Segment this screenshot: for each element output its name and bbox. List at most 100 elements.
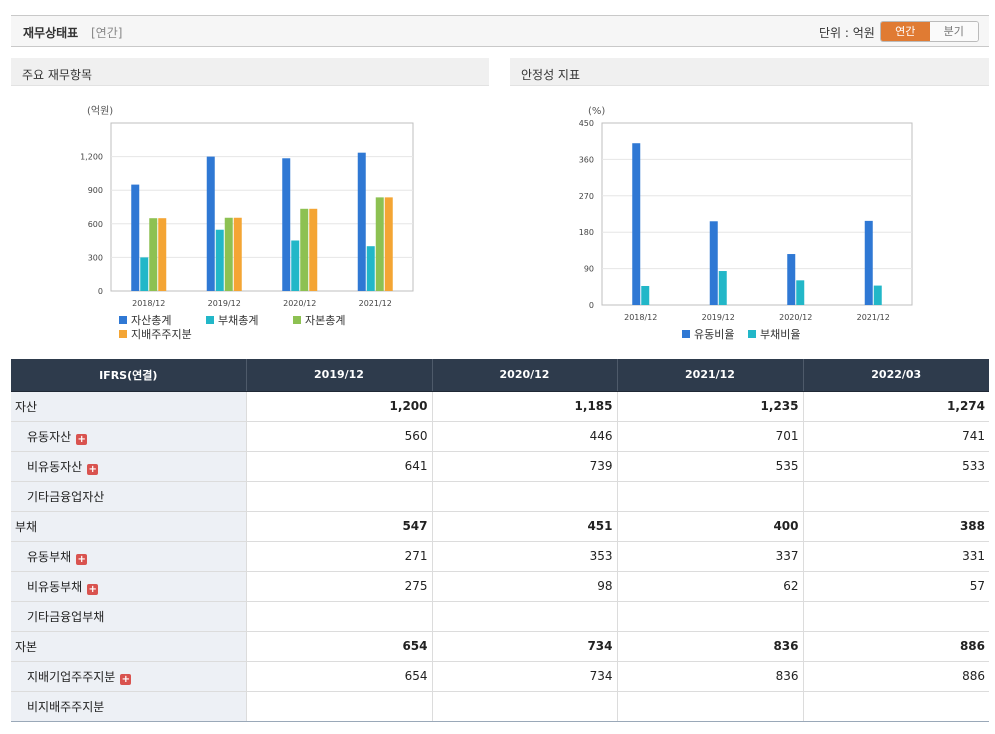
row-label-cell: 지배기업주주지분 + bbox=[11, 661, 246, 692]
bar-자산총계-2018/12 bbox=[131, 184, 140, 291]
row-label: 유동부채 bbox=[27, 549, 72, 564]
right-panel-title: 안정성 지표 bbox=[521, 68, 581, 82]
row-label: 유동자산 bbox=[27, 429, 72, 444]
row-label-cell: 비지배주주지분 bbox=[11, 691, 246, 722]
value-cell: 886 bbox=[802, 661, 989, 692]
legend-swatch bbox=[206, 316, 214, 324]
value-cell: 886 bbox=[802, 631, 989, 662]
value-cell bbox=[802, 601, 989, 632]
y-tick-label: 90 bbox=[584, 265, 594, 274]
bar-지배주주지분-2021/12 bbox=[384, 197, 393, 291]
legend-swatch bbox=[119, 330, 127, 338]
row-label: 기타금융업자산 bbox=[27, 489, 105, 504]
financial-items-chart: (억원) 0 300 600 900 1,200 2018/12 2019/12 2020/12… bbox=[80, 105, 414, 341]
value-cell: 1,274 bbox=[802, 391, 989, 422]
x-tick-label: 2021/12 bbox=[857, 313, 890, 322]
value-cell: 451 bbox=[431, 511, 617, 542]
bar-부채총계-2021/12 bbox=[366, 246, 375, 291]
left-panel-title: 주요 재무항목 bbox=[22, 68, 93, 82]
legend-swatch bbox=[293, 316, 301, 324]
value-cell: 446 bbox=[431, 421, 617, 452]
y-tick-label: 600 bbox=[88, 220, 103, 229]
value-cell: 1,235 bbox=[616, 391, 803, 422]
legend-label: 부채총계 bbox=[218, 314, 258, 327]
value-cell: 734 bbox=[431, 661, 617, 692]
row-label-cell: 유동부채 + bbox=[11, 541, 246, 572]
expand-plus-icon[interactable]: + bbox=[87, 583, 99, 595]
value-cell: 547 bbox=[245, 511, 432, 542]
bar-부채총계-2018/12 bbox=[140, 257, 149, 291]
value-cell: 271 bbox=[245, 541, 432, 572]
legend-label: 지배주주지분 bbox=[131, 328, 192, 341]
bar-유동비율-2018/12 bbox=[632, 143, 641, 305]
right-chart-panel: 안정성 지표 (%) 0 90 180 270 360 450 2018/12 2019/12 2… bbox=[510, 58, 989, 352]
period-header: 2019/12 bbox=[245, 359, 432, 392]
annual-button[interactable]: 연간 bbox=[881, 22, 930, 41]
row-label-cell: 유동자산 + bbox=[11, 421, 246, 452]
legend-label: 유동비율 bbox=[694, 328, 734, 341]
quarter-button[interactable]: 분기 bbox=[929, 22, 978, 41]
expand-plus-icon[interactable]: + bbox=[87, 463, 99, 475]
table-row: 지배기업주주지분 +654 734 836 886 bbox=[11, 661, 989, 692]
legend-label: 자산총계 bbox=[131, 314, 171, 327]
row-label: 자본 bbox=[15, 639, 38, 654]
bar-부채비율-2019/12 bbox=[718, 271, 727, 305]
period-header: 2021/12 bbox=[616, 359, 803, 392]
table-row: 비유동자산 +641 739 535 533 bbox=[11, 451, 989, 482]
table-header-label: IFRS(연결) bbox=[11, 359, 246, 392]
expand-plus-icon[interactable]: + bbox=[76, 433, 88, 445]
x-tick-label: 2020/12 bbox=[283, 299, 316, 308]
value-cell: 836 bbox=[616, 631, 803, 662]
value-cell: 535 bbox=[616, 451, 803, 482]
value-cell: 98 bbox=[431, 571, 617, 602]
plot-area bbox=[601, 122, 913, 306]
value-cell: 654 bbox=[245, 631, 432, 662]
bar-유동비율-2019/12 bbox=[709, 221, 718, 305]
value-cell bbox=[616, 601, 803, 632]
bar-자산총계-2021/12 bbox=[357, 152, 366, 291]
section-subtitle: [연간] bbox=[91, 26, 123, 40]
x-tick-label: 2019/12 bbox=[208, 299, 241, 308]
legend-label: 자본총계 bbox=[305, 314, 345, 327]
y-tick-label: 0 bbox=[589, 301, 594, 310]
period-header: 2022/03 bbox=[802, 359, 989, 392]
value-cell: 654 bbox=[245, 661, 432, 692]
bar-유동비율-2021/12 bbox=[864, 220, 873, 305]
value-cell: 533 bbox=[802, 451, 989, 482]
value-cell: 836 bbox=[616, 661, 803, 692]
bar-지배주주지분-2018/12 bbox=[158, 218, 167, 291]
row-label: 비지배주주지분 bbox=[27, 699, 105, 714]
bar-부채비율-2021/12 bbox=[873, 285, 882, 305]
value-cell: 641 bbox=[245, 451, 432, 482]
bar-자본총계-2019/12 bbox=[224, 217, 233, 291]
bar-자산총계-2020/12 bbox=[282, 158, 291, 291]
section-header: 재무상태표 [연간] 단위 : 억원 연간 분기 bbox=[11, 15, 989, 47]
value-cell: 331 bbox=[802, 541, 989, 572]
value-cell bbox=[245, 481, 432, 512]
value-cell: 741 bbox=[802, 421, 989, 452]
value-cell: 400 bbox=[616, 511, 803, 542]
period-header: 2020/12 bbox=[431, 359, 617, 392]
left-panel-header: 주요 재무항목 bbox=[11, 58, 489, 86]
x-tick-label: 2020/12 bbox=[779, 313, 812, 322]
table-row: 기타금융업자산 bbox=[11, 481, 989, 512]
x-tick-label: 2018/12 bbox=[624, 313, 657, 322]
bar-자본총계-2018/12 bbox=[149, 218, 158, 291]
table-row: 비유동부채 +275 98 62 57 bbox=[11, 571, 989, 602]
expand-plus-icon[interactable]: + bbox=[76, 553, 88, 565]
left-chart-panel: 주요 재무항목 (억원) 0 300 600 900 1,200 2018/12 2019/1… bbox=[11, 58, 489, 352]
bar-유동비율-2020/12 bbox=[787, 254, 796, 305]
y-tick-label: 360 bbox=[579, 155, 594, 164]
left-panel-body: (억원) 0 300 600 900 1,200 2018/12 2019/12 2020/12… bbox=[11, 86, 489, 352]
value-cell: 734 bbox=[431, 631, 617, 662]
bar-지배주주지분-2020/12 bbox=[309, 208, 318, 291]
value-cell bbox=[431, 691, 617, 722]
value-cell bbox=[802, 691, 989, 722]
legend-swatch bbox=[748, 330, 756, 338]
stability-chart: (%) 0 90 180 270 360 450 2018/12 2019/12 2020/12 2… bbox=[579, 106, 913, 341]
expand-plus-icon[interactable]: + bbox=[120, 673, 132, 685]
row-label-cell: 부채 bbox=[11, 511, 246, 542]
row-label-cell: 기타금융업자산 bbox=[11, 481, 246, 512]
bar-자본총계-2020/12 bbox=[300, 208, 309, 291]
y-tick-label: 180 bbox=[579, 228, 594, 237]
